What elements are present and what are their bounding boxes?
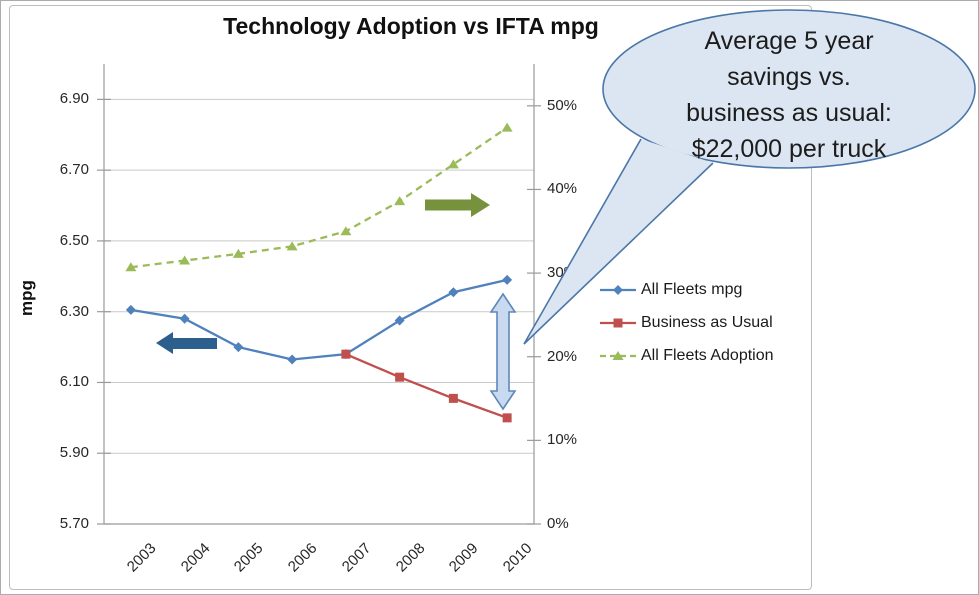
y-axis-right-tick-label: 20% <box>547 347 578 365</box>
y-axis-left-tick-label: 5.70 <box>59 515 89 532</box>
y-axis-right-tick-label: 30% <box>547 264 578 282</box>
y-axis-left-tick-label: 6.90 <box>59 90 89 108</box>
y-axis-right-tick-label: 40% <box>547 180 578 198</box>
y-axis-left-tick-label: 6.30 <box>59 302 89 320</box>
y-axis-right-tick-label: 50% <box>547 96 578 114</box>
x-axis-tick-label: 2009 <box>446 539 482 576</box>
x-axis-tick-label: 2005 <box>231 539 267 576</box>
x-axis-tick-label: 2010 <box>499 539 536 576</box>
x-axis-tick-label: 2008 <box>392 539 429 576</box>
y-axis-left-tick-label: 6.10 <box>59 373 89 391</box>
y-axis-left-tick-label: 5.90 <box>59 444 89 462</box>
y-axis-right-tick-label: 10% <box>547 431 578 449</box>
y-axis-left-tick-label: 6.70 <box>59 161 89 179</box>
x-axis-tick-label: 2006 <box>284 539 321 576</box>
x-axis-tick-label: 2003 <box>123 539 160 576</box>
x-axis-tick-label: 2007 <box>338 539 375 576</box>
y-axis-right-tick-label: 0% <box>547 515 569 532</box>
x-axis-tick-label: 2004 <box>177 539 214 576</box>
y-axis-left-tick-label: 6.50 <box>59 231 89 249</box>
